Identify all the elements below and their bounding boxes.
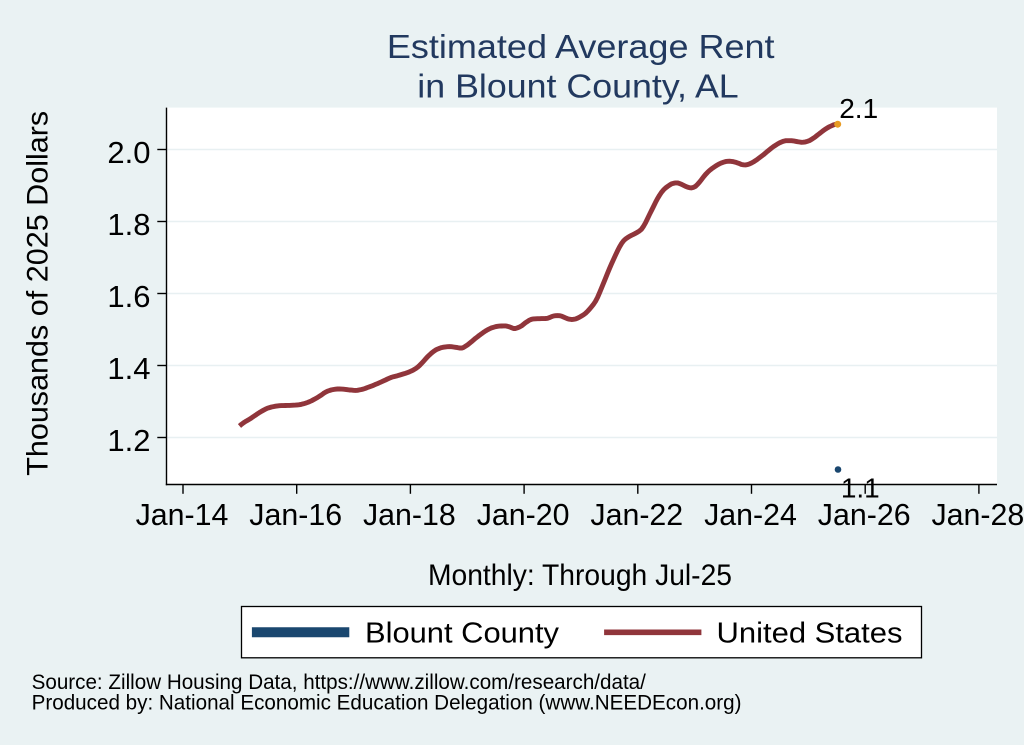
svg-text:Jan-16: Jan-16: [249, 497, 342, 532]
svg-text:in Blount County, AL: in Blount County, AL: [417, 68, 738, 105]
svg-text:Jan-14: Jan-14: [136, 497, 229, 532]
svg-text:Jan-20: Jan-20: [477, 497, 570, 532]
svg-text:Jan-24: Jan-24: [704, 497, 797, 532]
svg-text:1.4: 1.4: [107, 351, 150, 386]
svg-text:1.2: 1.2: [107, 423, 150, 458]
svg-text:Jan-26: Jan-26: [818, 497, 911, 532]
svg-text:Jan-18: Jan-18: [363, 497, 456, 532]
svg-text:1.1: 1.1: [841, 473, 880, 504]
svg-text:1.8: 1.8: [107, 207, 150, 242]
svg-text:Blount County: Blount County: [365, 617, 560, 649]
svg-text:Produced by: National Economic: Produced by: National Economic Education…: [32, 691, 742, 715]
svg-text:2.1: 2.1: [839, 93, 878, 124]
svg-text:Thousands of 2025 Dollars: Thousands of 2025 Dollars: [22, 111, 55, 476]
svg-text:Monthly: Through Jul-25: Monthly: Through Jul-25: [428, 559, 732, 592]
svg-text:United States: United States: [717, 617, 903, 649]
svg-text:Estimated Average Rent: Estimated Average Rent: [387, 28, 775, 65]
svg-text:Jan-28: Jan-28: [932, 497, 1024, 532]
svg-text:1.6: 1.6: [107, 279, 150, 314]
svg-text:Jan-22: Jan-22: [590, 497, 683, 532]
svg-text:Source: Zillow Housing Data, h: Source: Zillow Housing Data, https://www…: [32, 670, 646, 694]
svg-text:2.0: 2.0: [107, 135, 150, 170]
